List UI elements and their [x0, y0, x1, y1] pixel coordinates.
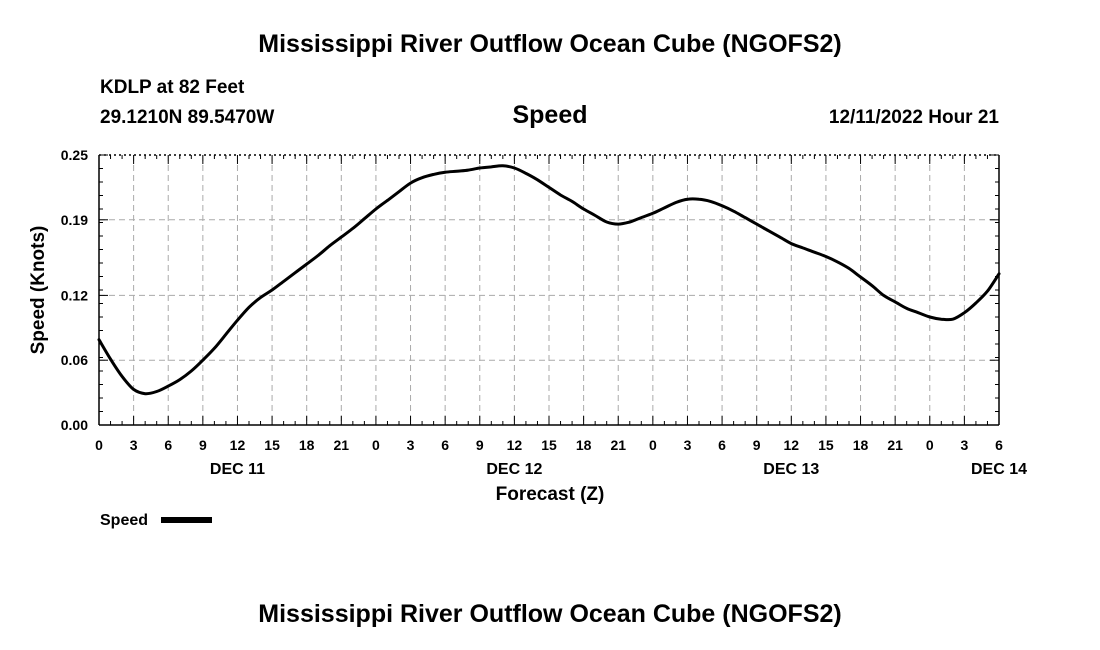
x-tick-label: 6 [718, 437, 726, 453]
y-tick-label: 0.19 [61, 212, 88, 228]
run-time-label: 12/11/2022 Hour 21 [828, 107, 999, 128]
x-tick-label: 0 [372, 437, 380, 453]
x-tick-label: 0 [649, 437, 657, 453]
x-day-label: DEC 14 [971, 461, 1027, 478]
x-tick-label: 12 [230, 437, 246, 453]
station-label: KDLP at 82 Feet [100, 77, 245, 98]
x-tick-label: 0 [95, 437, 103, 453]
x-day-label: DEC 11 [210, 461, 265, 478]
x-tick-label: 3 [684, 437, 692, 453]
x-tick-label: 9 [199, 437, 207, 453]
x-tick-label: 12 [507, 437, 523, 453]
x-tick-label: 9 [476, 437, 484, 453]
x-day-label: DEC 13 [763, 461, 819, 478]
chart-subtitle: Speed [512, 101, 588, 129]
x-tick-label: 12 [784, 437, 800, 453]
x-day-label: DEC 12 [486, 461, 542, 478]
x-axis-label: Forecast (Z) [496, 484, 605, 505]
x-tick-label: 21 [887, 437, 903, 453]
x-tick-label: 6 [164, 437, 172, 453]
x-tick-label: 6 [995, 437, 1003, 453]
x-tick-label: 3 [130, 437, 138, 453]
x-tick-label: 21 [334, 437, 350, 453]
x-tick-label: 0 [926, 437, 934, 453]
x-tick-label: 15 [541, 437, 557, 453]
x-tick-label: 18 [853, 437, 869, 453]
y-tick-label: 0.06 [61, 352, 88, 368]
x-tick-label: 6 [441, 437, 449, 453]
y-tick-label: 0.25 [61, 147, 88, 163]
x-tick-label: 3 [407, 437, 415, 453]
x-tick-label: 18 [576, 437, 592, 453]
x-tick-label: 3 [960, 437, 968, 453]
chart-title-bottom: Mississippi River Outflow Ocean Cube (NG… [258, 600, 842, 628]
x-tick-label: 9 [753, 437, 761, 453]
chart-title-top: Mississippi River Outflow Ocean Cube (NG… [258, 30, 842, 58]
y-tick-label: 0.12 [61, 287, 88, 303]
station-coords: 29.1210N 89.5470W [100, 107, 275, 128]
x-tick-label: 15 [818, 437, 834, 453]
legend-swatch [161, 517, 212, 523]
y-tick-label: 0.00 [61, 417, 88, 433]
legend-label: Speed [100, 512, 148, 529]
speed-series-line [97, 164, 1001, 396]
y-axis-label: Speed (Knots) [28, 226, 49, 355]
x-tick-label: 18 [299, 437, 315, 453]
x-tick-label: 21 [610, 437, 626, 453]
x-tick-label: 15 [264, 437, 280, 453]
